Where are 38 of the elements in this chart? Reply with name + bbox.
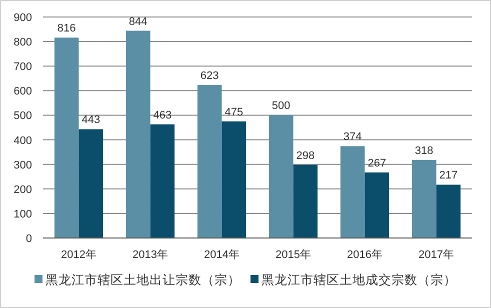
bar [364, 172, 390, 238]
bar [54, 38, 79, 238]
y-tick-label: 800 [14, 36, 32, 49]
y-tick-label: 700 [14, 61, 32, 74]
bar [197, 85, 222, 238]
x-tick-label: 2012年 [61, 249, 96, 261]
bar [222, 121, 246, 238]
data-label: 318 [414, 144, 434, 157]
legend-label: 黑龙江市辖区土地出让宗数（宗） [46, 272, 240, 287]
x-tick-label: 2013年 [132, 249, 168, 261]
x-tick-label: 2016年 [347, 249, 382, 261]
y-tick-label: 100 [14, 208, 32, 220]
data-label: 844 [128, 16, 148, 28]
bar [293, 164, 318, 238]
data-label: 623 [200, 70, 219, 82]
x-tick-label: 2015年 [276, 249, 311, 261]
bar [412, 160, 436, 238]
bar [340, 146, 365, 238]
y-tick-label: 500 [14, 110, 32, 122]
y-tick-label: 900 [14, 12, 32, 24]
x-tick-label: 2014年 [204, 249, 240, 261]
y-tick-label: 400 [14, 134, 32, 147]
bar [126, 30, 150, 238]
legend-label: 黑龙江市辖区土地成交宗数（宗） [262, 272, 456, 287]
y-tick-label: 300 [14, 159, 32, 172]
data-label: 217 [439, 170, 458, 182]
y-tick-label: 0 [26, 233, 32, 245]
data-label: 443 [82, 114, 100, 126]
x-tick-label: 2017年 [418, 249, 454, 261]
y-tick-label: 200 [14, 184, 32, 196]
data-label: 816 [57, 22, 76, 35]
bar [78, 129, 104, 238]
y-tick-label: 600 [14, 86, 32, 98]
bar [150, 124, 175, 238]
bar [268, 115, 294, 238]
data-label: 298 [296, 150, 315, 162]
data-label: 500 [272, 100, 290, 112]
bar [436, 184, 461, 238]
